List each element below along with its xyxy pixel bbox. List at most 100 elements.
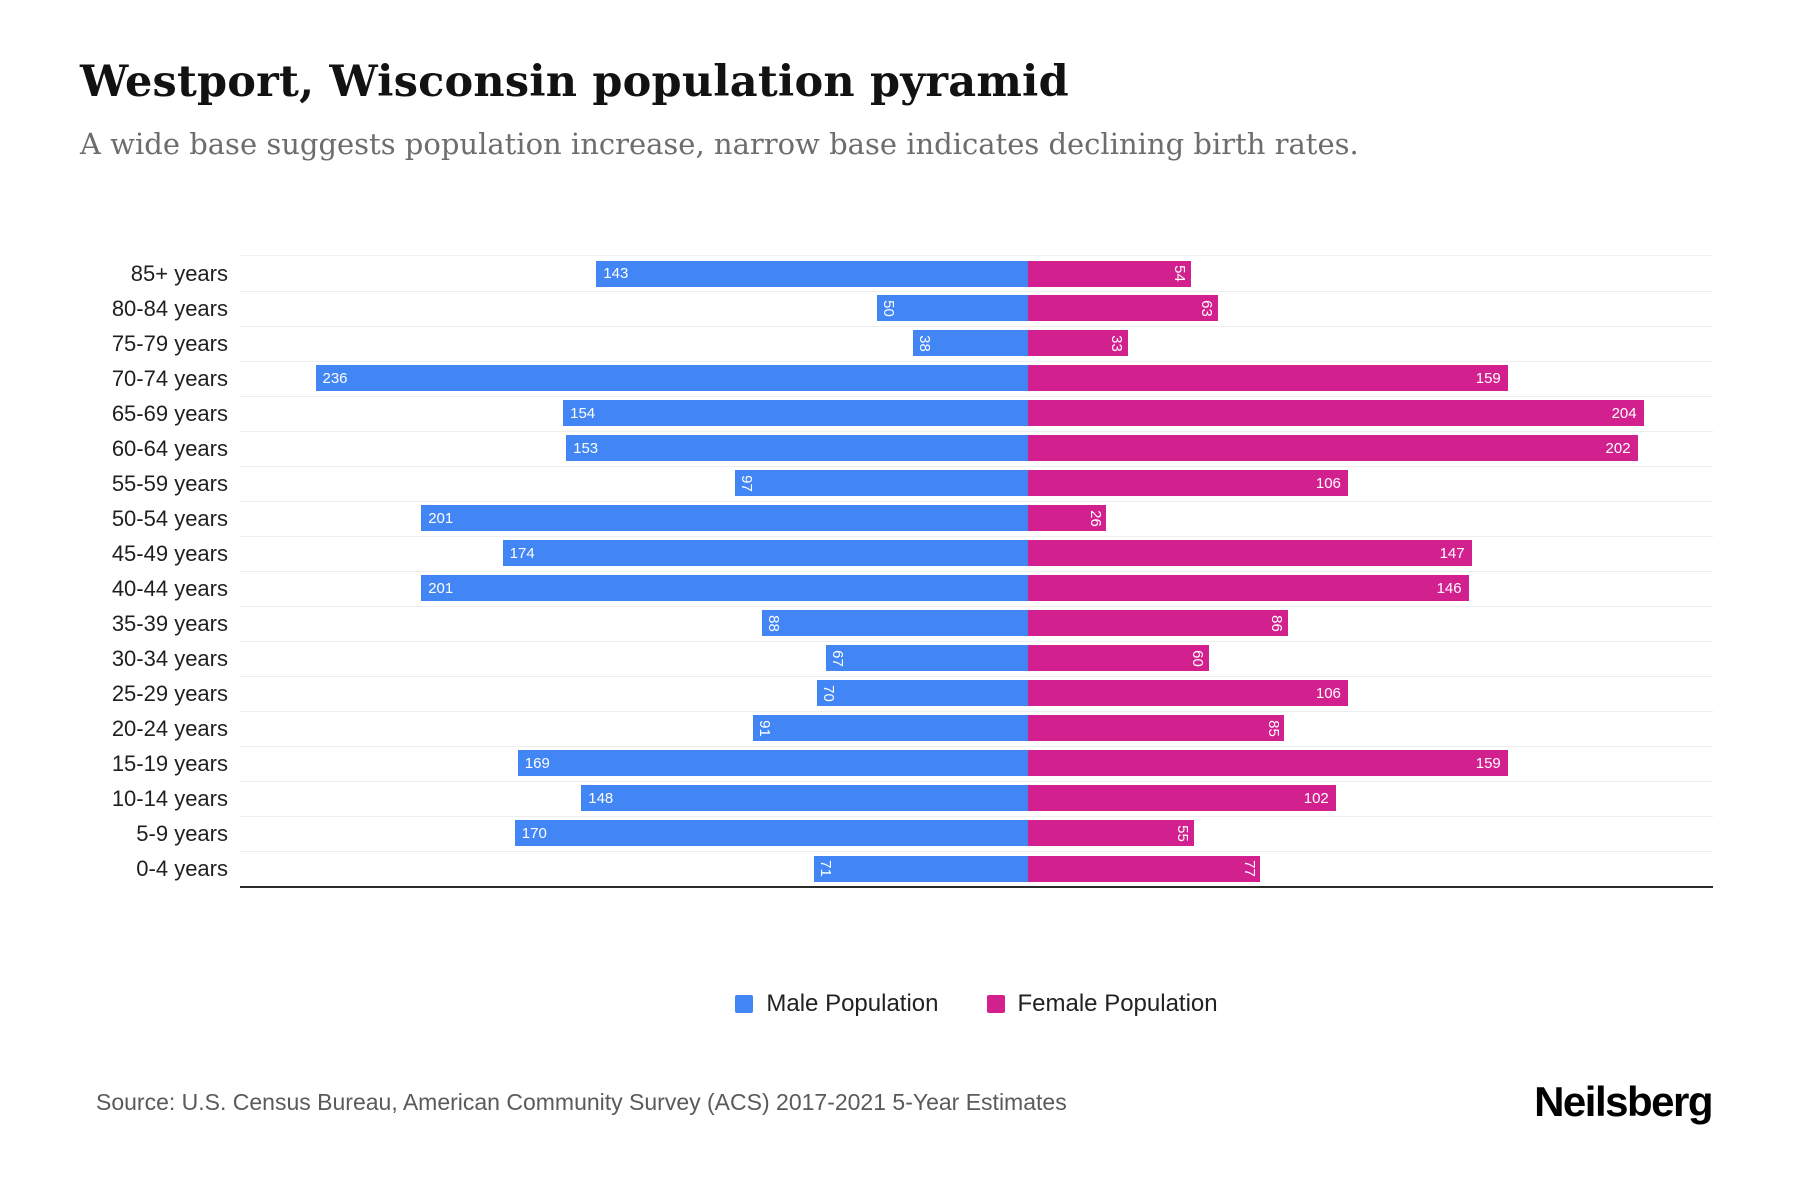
male-half: 70 — [240, 676, 1029, 711]
female-half: 85 — [1028, 711, 1713, 746]
bar-value-label: 146 — [1436, 579, 1462, 597]
bar-value-label: 201 — [428, 509, 454, 527]
male-bar: 169 — [517, 750, 1029, 777]
female-half: 106 — [1028, 466, 1713, 501]
chart-row: 85+ years 143 54 — [80, 255, 1713, 293]
bar-value-label: 153 — [573, 439, 599, 457]
chart-row: 55-59 years 97 106 — [80, 466, 1713, 502]
legend-label-female: Female Population — [1017, 990, 1218, 1017]
female-bar: 146 — [1028, 575, 1469, 602]
bar-value-label: 204 — [1611, 404, 1637, 422]
row-plot: 50 63 — [240, 291, 1713, 327]
female-half: 54 — [1028, 256, 1713, 291]
male-half: 153 — [240, 431, 1029, 466]
male-half: 71 — [240, 851, 1029, 886]
female-swatch-icon — [986, 995, 1005, 1013]
male-half: 148 — [240, 781, 1029, 816]
female-half: 26 — [1028, 501, 1713, 536]
male-half: 91 — [240, 711, 1029, 746]
female-half: 55 — [1028, 816, 1713, 851]
bar-value-label: 77 — [1240, 860, 1258, 878]
legend-item-male: Male Population — [735, 990, 939, 1018]
row-plot: 236 159 — [240, 361, 1713, 397]
chart-row: 60-64 years 153 202 — [80, 431, 1713, 467]
bar-value-label: 86 — [1267, 614, 1285, 632]
age-group-label: 0-4 years — [136, 855, 228, 881]
male-half: 50 — [240, 291, 1029, 326]
age-group-label: 35-39 years — [111, 610, 228, 636]
male-swatch-icon — [735, 995, 754, 1013]
age-group-label: 45-49 years — [111, 540, 228, 566]
female-half: 86 — [1028, 606, 1713, 641]
bar-value-label: 154 — [570, 404, 596, 422]
bar-value-label: 50 — [879, 299, 897, 317]
bar-value-label: 170 — [521, 824, 547, 842]
age-group-label: 75-79 years — [111, 330, 228, 356]
male-half: 169 — [240, 746, 1029, 781]
row-plot: 174 147 — [240, 536, 1713, 572]
source-text: Source: U.S. Census Bureau, American Com… — [96, 1088, 1067, 1115]
female-bar: 54 — [1028, 260, 1191, 287]
female-half: 77 — [1028, 851, 1713, 886]
bar-value-label: 201 — [428, 579, 454, 597]
chart-subtitle: A wide base suggests population increase… — [80, 127, 1359, 162]
chart-row: 50-54 years 201 26 — [80, 501, 1713, 537]
row-plot: 170 55 — [240, 816, 1713, 852]
chart-rows: 85+ years 143 54 80-84 years 50 63 75-79 years… — [80, 255, 1713, 886]
bar-value-label: 174 — [509, 544, 535, 562]
legend-item-female: Female Population — [986, 990, 1218, 1018]
bar-value-label: 159 — [1475, 369, 1501, 387]
row-plot: 148 102 — [240, 781, 1713, 817]
chart-row: 30-34 years 67 60 — [80, 641, 1713, 677]
chart-row: 40-44 years 201 146 — [80, 571, 1713, 607]
female-bar: 204 — [1028, 400, 1644, 427]
row-plot: 153 202 — [240, 431, 1713, 467]
male-bar: 201 — [421, 505, 1029, 532]
chart-row: 35-39 years 88 86 — [80, 606, 1713, 642]
female-half: 106 — [1028, 676, 1713, 711]
male-bar: 38 — [913, 330, 1029, 357]
bar-value-label: 106 — [1315, 474, 1341, 492]
bar-value-label: 55 — [1174, 824, 1192, 842]
row-plot: 38 33 — [240, 326, 1713, 362]
male-bar: 153 — [566, 435, 1029, 462]
chart-header: Westport, Wisconsin population pyramid A… — [0, 0, 1800, 162]
female-bar: 202 — [1028, 435, 1638, 462]
male-bar: 70 — [816, 680, 1029, 707]
bar-value-label: 97 — [738, 474, 756, 492]
male-half: 170 — [240, 816, 1029, 851]
female-half: 159 — [1028, 361, 1713, 396]
female-half: 147 — [1028, 536, 1713, 571]
female-half: 159 — [1028, 746, 1713, 781]
chart-row: 70-74 years 236 159 — [80, 361, 1713, 397]
female-half: 204 — [1028, 396, 1713, 431]
chart-row: 0-4 years 71 77 — [80, 851, 1713, 886]
male-half: 236 — [240, 361, 1029, 396]
male-bar: 97 — [735, 470, 1029, 497]
female-bar: 159 — [1028, 750, 1508, 777]
female-bar: 86 — [1028, 610, 1288, 637]
age-group-label: 55-59 years — [111, 470, 228, 496]
row-plot: 154 204 — [240, 396, 1713, 432]
bar-value-label: 202 — [1605, 439, 1631, 457]
chart-row: 75-79 years 38 33 — [80, 326, 1713, 362]
female-bar: 106 — [1028, 680, 1348, 707]
chart-row: 20-24 years 91 85 — [80, 711, 1713, 747]
bar-value-label: 143 — [603, 265, 629, 283]
bar-value-label: 169 — [524, 754, 550, 772]
age-group-label: 25-29 years — [111, 680, 228, 706]
female-bar: 159 — [1028, 365, 1508, 392]
row-plot: 169 159 — [240, 746, 1713, 782]
female-half: 60 — [1028, 641, 1713, 676]
male-half: 97 — [240, 466, 1029, 501]
row-plot: 91 85 — [240, 711, 1713, 747]
female-half: 202 — [1028, 431, 1713, 466]
male-half: 174 — [240, 536, 1029, 571]
male-bar: 50 — [877, 295, 1029, 322]
chart-row: 5-9 years 170 55 — [80, 816, 1713, 852]
chart-title: Westport, Wisconsin population pyramid — [80, 57, 1069, 107]
male-half: 154 — [240, 396, 1029, 431]
female-bar: 33 — [1028, 330, 1128, 357]
male-bar: 170 — [514, 820, 1029, 847]
male-bar: 71 — [813, 855, 1029, 882]
